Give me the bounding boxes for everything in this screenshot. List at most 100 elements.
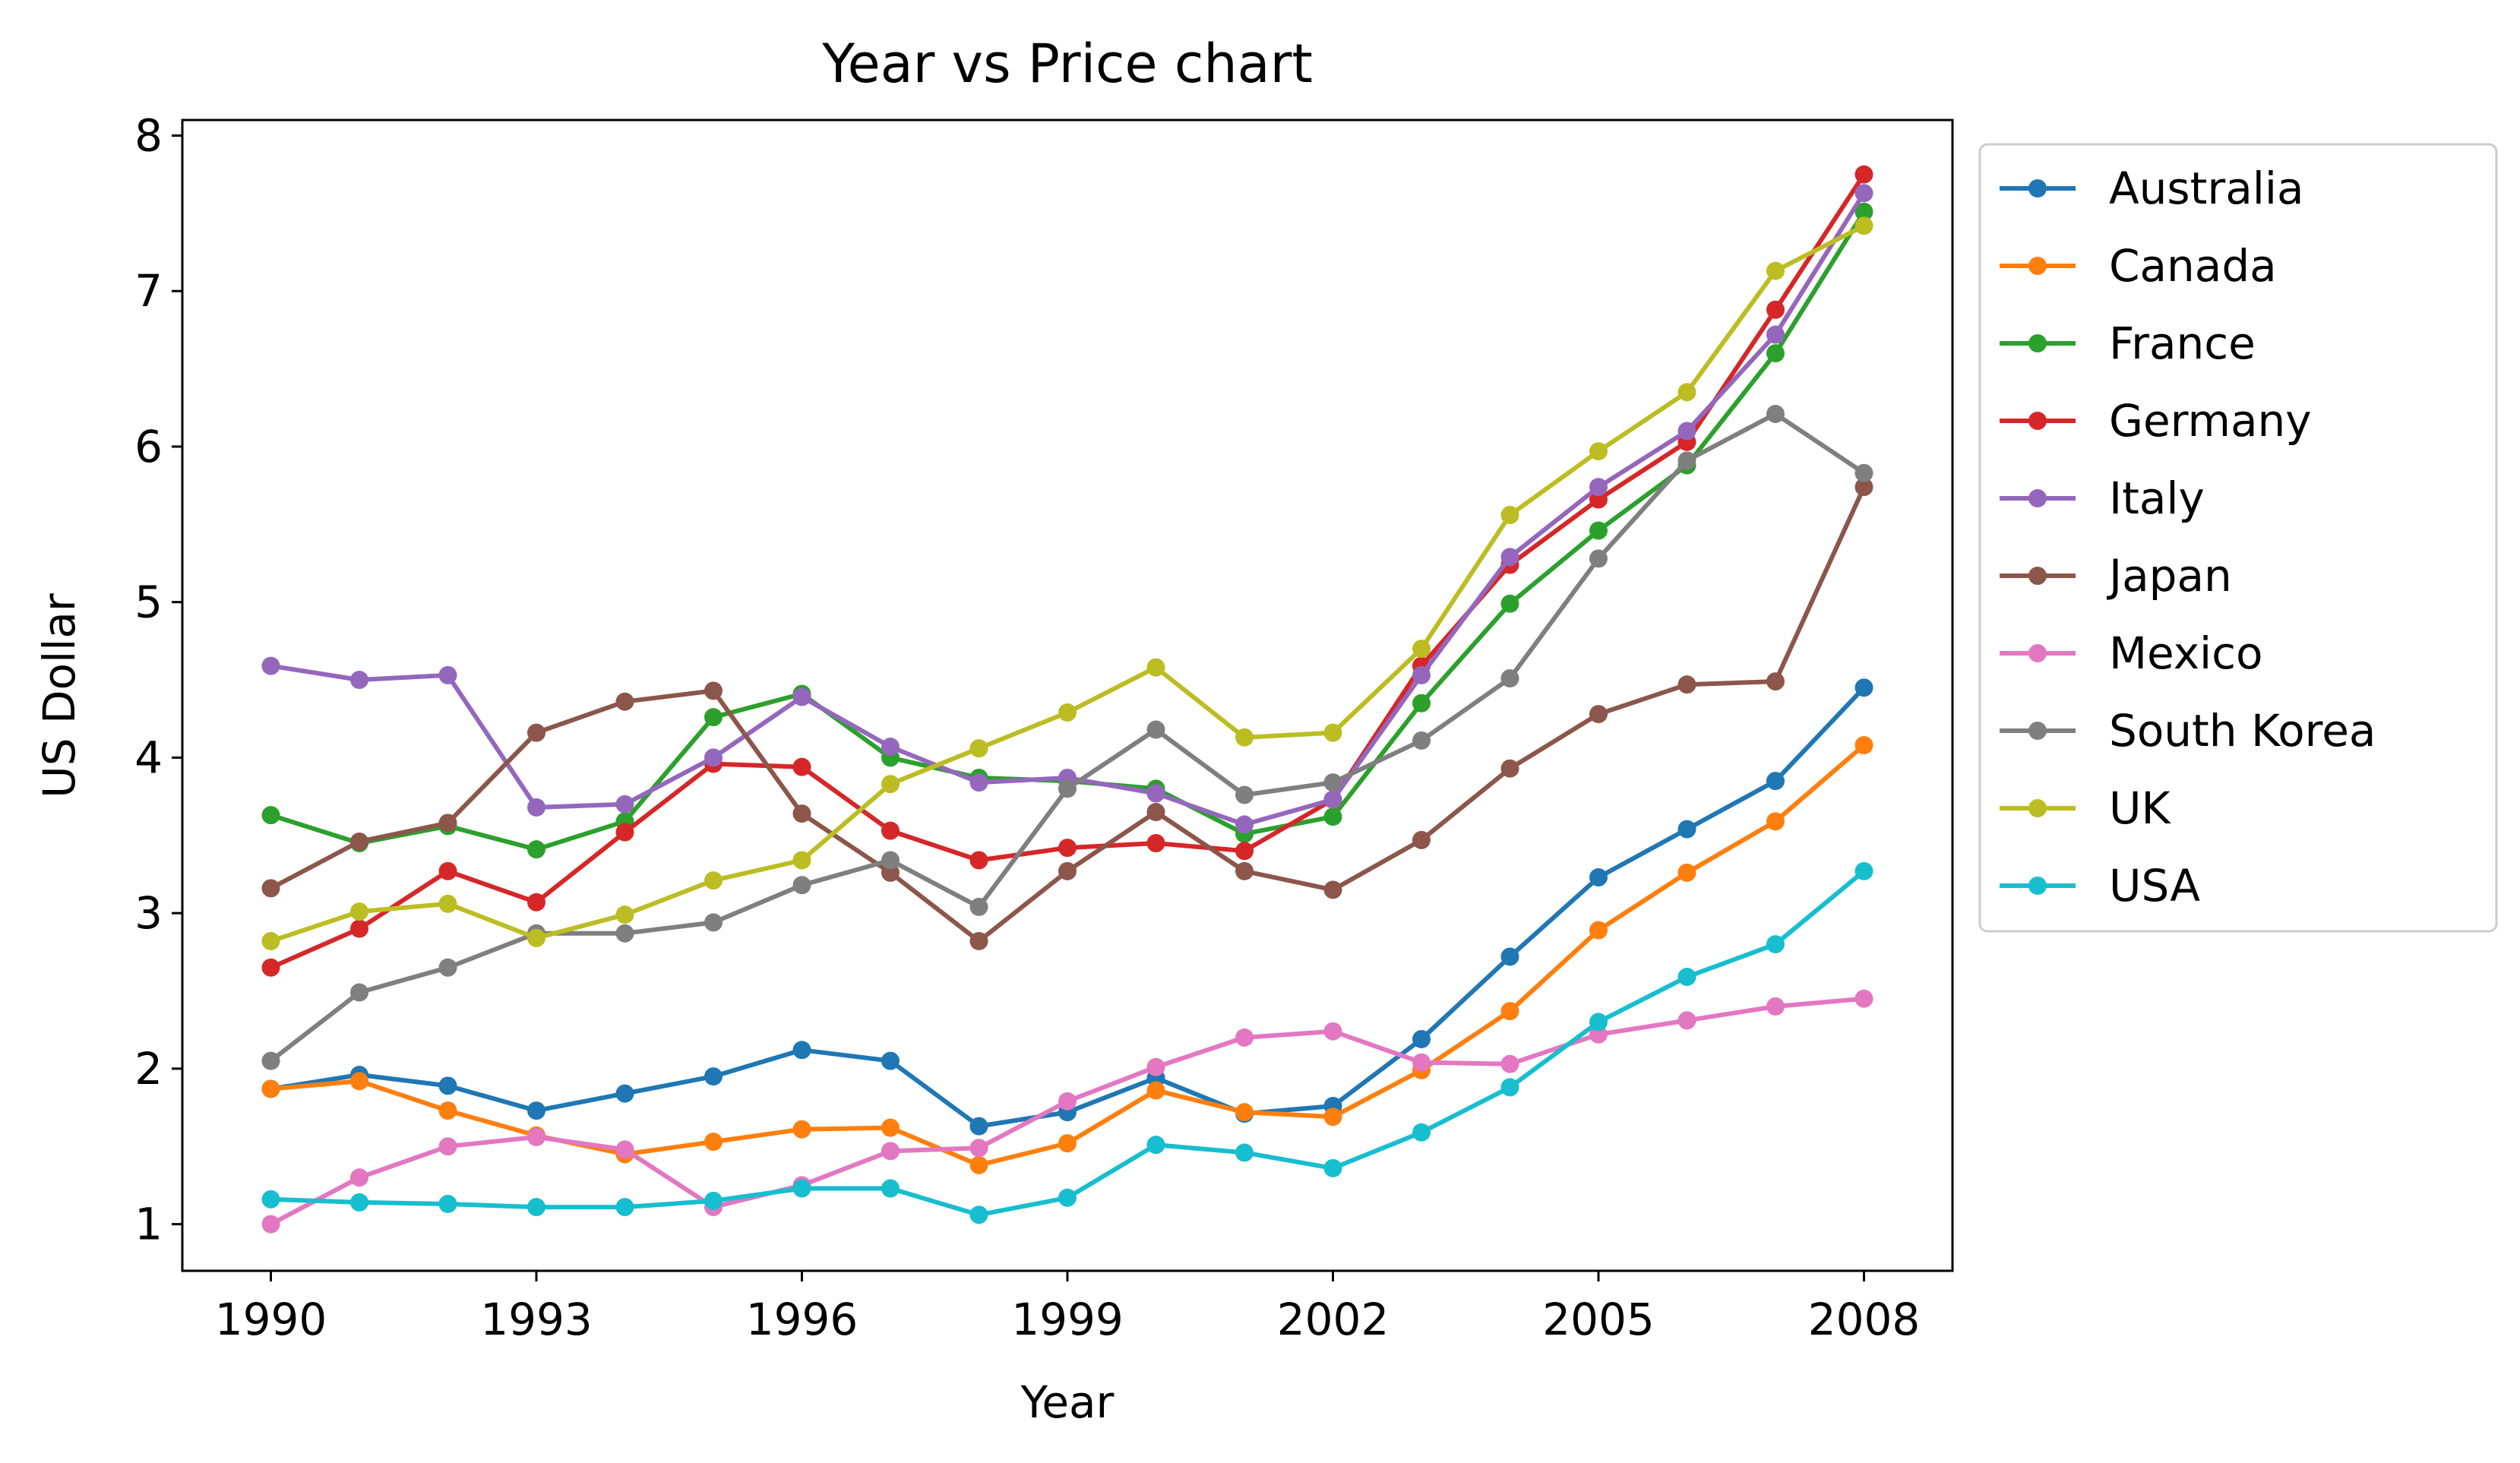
legend-marker-south-korea	[2028, 722, 2047, 740]
data-point-canada	[1589, 921, 1608, 940]
data-point-mexico	[881, 1142, 900, 1161]
data-point-usa	[1323, 1158, 1342, 1177]
legend-marker-japan	[2028, 567, 2047, 585]
data-point-usa	[704, 1191, 722, 1210]
legend-label-south-korea: South Korea	[2109, 705, 2376, 757]
data-point-mexico	[438, 1137, 457, 1156]
x-axis-label: Year	[1020, 1376, 1115, 1428]
series-line-uk	[268, 223, 1867, 943]
data-point-usa	[1412, 1123, 1431, 1142]
data-point-germany	[969, 851, 988, 870]
data-point-italy	[1500, 548, 1519, 567]
data-point-usa	[1589, 1013, 1608, 1032]
legend-marker-mexico	[2028, 644, 2047, 662]
data-point-mexico	[1854, 989, 1873, 1008]
data-point-uk	[1589, 442, 1608, 461]
y-tick-label: 7	[134, 265, 163, 317]
y-axis: 1 2 3 4 5 6 7 8	[134, 109, 182, 1250]
data-point-south-korea	[261, 1051, 280, 1070]
data-point-south-korea	[1323, 773, 1342, 792]
data-point-australia	[1854, 678, 1873, 697]
data-point-japan	[969, 931, 988, 950]
data-point-mexico	[1766, 997, 1785, 1016]
y-tick-label: 5	[134, 577, 163, 628]
data-point-usa	[261, 1190, 280, 1209]
legend-item-uk: UK	[2000, 782, 2171, 834]
data-point-south-korea	[1235, 785, 1254, 804]
data-point-south-korea	[704, 913, 722, 932]
series-usa	[261, 861, 1873, 1224]
series-uk	[261, 216, 1873, 950]
data-point-mexico	[1235, 1028, 1254, 1047]
x-tick-label: 1993	[480, 1294, 593, 1345]
data-point-italy	[1589, 478, 1608, 497]
data-point-japan	[1235, 861, 1254, 880]
data-point-usa	[1235, 1143, 1254, 1162]
data-point-south-korea	[1146, 720, 1165, 739]
data-point-germany	[261, 958, 280, 977]
data-point-japan	[1854, 478, 1873, 497]
data-point-italy	[1412, 665, 1431, 684]
y-tick-label: 3	[134, 887, 163, 939]
y-tick-label: 2	[134, 1043, 163, 1095]
data-point-australia	[969, 1117, 988, 1136]
series-italy	[261, 184, 1873, 834]
data-point-south-korea	[1766, 404, 1785, 423]
x-tick-label: 1999	[1011, 1294, 1124, 1345]
data-point-usa	[881, 1179, 900, 1198]
data-point-japan	[792, 804, 811, 823]
data-point-france	[261, 806, 280, 825]
data-point-usa	[792, 1179, 811, 1198]
data-point-canada	[1058, 1134, 1077, 1153]
data-point-canada	[792, 1120, 811, 1139]
legend-label-uk: UK	[2109, 782, 2171, 834]
data-point-canada	[1323, 1108, 1342, 1126]
data-point-japan	[1677, 675, 1696, 694]
data-point-mexico	[1500, 1054, 1519, 1073]
data-point-uk	[527, 928, 545, 947]
data-point-mexico	[1323, 1022, 1342, 1041]
data-point-south-korea	[969, 897, 988, 916]
data-point-italy	[881, 738, 900, 757]
x-tick-label: 2002	[1277, 1294, 1390, 1345]
data-point-canada	[438, 1101, 457, 1120]
data-point-mexico	[527, 1127, 545, 1146]
data-point-south-korea	[438, 958, 457, 977]
data-point-uk	[615, 905, 634, 924]
data-point-japan	[261, 879, 280, 898]
legend-label-japan: Japan	[2107, 550, 2232, 602]
data-point-australia	[438, 1076, 457, 1095]
data-point-germany	[792, 757, 811, 776]
data-point-france	[1854, 202, 1873, 221]
data-point-italy	[615, 795, 634, 814]
legend-label-france: France	[2109, 318, 2256, 369]
y-tick-label: 1	[134, 1199, 163, 1250]
legend-label-australia: Australia	[2109, 163, 2304, 214]
legend-marker-france	[2028, 334, 2047, 352]
y-axis-label: US Dollar	[33, 593, 85, 798]
data-point-uk	[1854, 216, 1873, 235]
data-point-south-korea	[881, 851, 900, 870]
data-point-japan	[1766, 672, 1785, 691]
data-point-canada	[1146, 1081, 1165, 1100]
data-point-australia	[792, 1041, 811, 1060]
data-point-mexico	[261, 1215, 280, 1234]
legend-item-italy: Italy	[2000, 472, 2205, 524]
data-point-australia	[1412, 1029, 1431, 1048]
data-point-usa	[350, 1193, 368, 1212]
chart-title: Year vs Price chart	[821, 33, 1313, 95]
data-point-south-korea	[1058, 779, 1077, 798]
data-point-uk	[881, 775, 900, 794]
data-point-japan	[1500, 759, 1519, 778]
data-point-japan	[1146, 803, 1165, 822]
data-point-canada	[350, 1072, 368, 1091]
data-point-japan	[704, 681, 722, 700]
data-point-italy	[1146, 784, 1165, 803]
data-point-italy	[527, 798, 545, 817]
data-point-uk	[1146, 658, 1165, 677]
data-point-germany	[350, 919, 368, 938]
data-point-france	[1500, 594, 1519, 613]
data-point-italy	[350, 671, 368, 690]
